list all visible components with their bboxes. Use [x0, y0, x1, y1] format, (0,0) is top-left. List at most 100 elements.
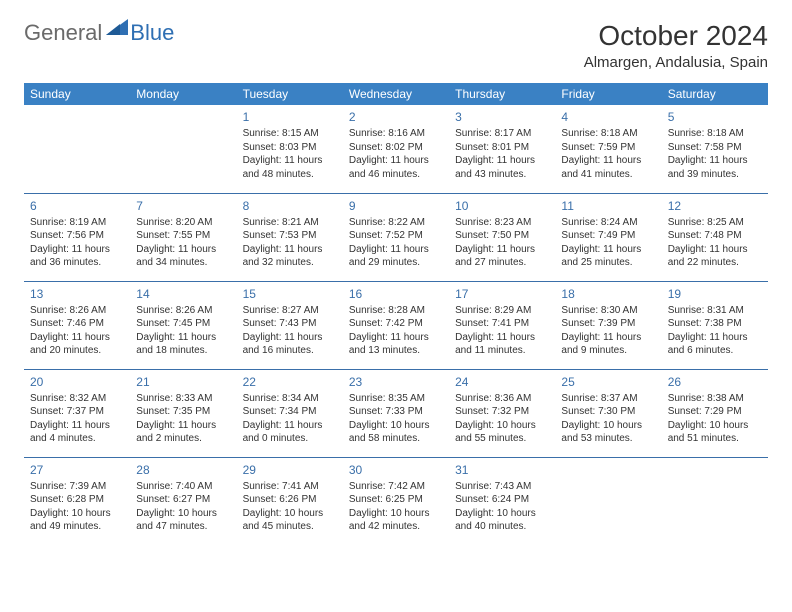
daylight-text: Daylight: 11 hours and 20 minutes. [30, 331, 124, 358]
sunset-text: Sunset: 7:42 PM [349, 317, 443, 331]
calendar-week-row: 6Sunrise: 8:19 AMSunset: 7:56 PMDaylight… [24, 193, 768, 281]
day-number: 19 [668, 286, 762, 302]
daylight-text: Daylight: 10 hours and 49 minutes. [30, 507, 124, 534]
calendar-week-row: 27Sunrise: 7:39 AMSunset: 6:28 PMDayligh… [24, 457, 768, 545]
day-number: 16 [349, 286, 443, 302]
sunrise-text: Sunrise: 8:38 AM [668, 392, 762, 406]
day-number: 24 [455, 374, 549, 390]
calendar-day-cell: 21 Sunrise: 8:33 AMSunset: 7:35 PMDayligh… [130, 369, 236, 457]
daylight-text: Daylight: 10 hours and 53 minutes. [561, 419, 655, 446]
day-number: 2 [349, 109, 443, 125]
sunset-text: Sunset: 7:48 PM [668, 229, 762, 243]
day-number: 25 [561, 374, 655, 390]
logo-text-general: General [24, 20, 102, 46]
sunrise-text: Sunrise: 8:26 AM [30, 304, 124, 318]
calendar-day-cell: 23Sunrise: 8:35 AMSunset: 7:33 PMDayligh… [343, 369, 449, 457]
sunset-text: Sunset: 7:55 PM [136, 229, 230, 243]
sunset-text: Sunset: 7:53 PM [243, 229, 337, 243]
calendar-day-cell: 16Sunrise: 8:28 AMSunset: 7:42 PMDayligh… [343, 281, 449, 369]
sunrise-text: Sunrise: 8:24 AM [561, 216, 655, 230]
daylight-text: Daylight: 10 hours and 47 minutes. [136, 507, 230, 534]
daylight-text: Daylight: 11 hours and 22 minutes. [668, 243, 762, 270]
day-number: 4 [561, 109, 655, 125]
daylight-text: Daylight: 11 hours and 46 minutes. [349, 154, 443, 181]
sunset-text: Sunset: 7:30 PM [561, 405, 655, 419]
day-number: 10 [455, 198, 549, 214]
daylight-text: Daylight: 11 hours and 16 minutes. [243, 331, 337, 358]
sunset-text: Sunset: 7:43 PM [243, 317, 337, 331]
calendar-day-cell: 1Sunrise: 8:15 AMSunset: 8:03 PMDaylight… [237, 105, 343, 193]
sunset-text: Sunset: 7:34 PM [243, 405, 337, 419]
sunset-text: Sunset: 6:25 PM [349, 493, 443, 507]
sunrise-text: Sunrise: 8:21 AM [243, 216, 337, 230]
sunset-text: Sunset: 7:46 PM [30, 317, 124, 331]
day-number: 11 [561, 198, 655, 214]
sunset-text: Sunset: 6:27 PM [136, 493, 230, 507]
sunrise-text: Sunrise: 8:20 AM [136, 216, 230, 230]
day-number: 20 [30, 374, 124, 390]
day-number: 23 [349, 374, 443, 390]
calendar-day-cell: 19 Sunrise: 8:31 AMSunset: 7:38 PMDayligh… [662, 281, 768, 369]
day-number: 1 [243, 109, 337, 125]
day-number: 15 [243, 286, 337, 302]
calendar-day-cell: 10Sunrise: 8:23 AMSunset: 7:50 PMDayligh… [449, 193, 555, 281]
calendar-week-row: 13Sunrise: 8:26 AMSunset: 7:46 PMDayligh… [24, 281, 768, 369]
day-number: 29 [243, 462, 337, 478]
sunset-text: Sunset: 7:38 PM [668, 317, 762, 331]
day-number: 26 [668, 374, 762, 390]
sunrise-text: Sunrise: 8:15 AM [243, 127, 337, 141]
day-header: Friday [555, 83, 661, 105]
sunrise-text: Sunrise: 8:35 AM [349, 392, 443, 406]
daylight-text: Daylight: 11 hours and 32 minutes. [243, 243, 337, 270]
sunset-text: Sunset: 7:37 PM [30, 405, 124, 419]
sunrise-text: Sunrise: 7:43 AM [455, 480, 549, 494]
day-number: 21 [136, 374, 230, 390]
logo-text-blue: Blue [130, 20, 174, 46]
sunset-text: Sunset: 7:58 PM [668, 141, 762, 155]
day-number: 30 [349, 462, 443, 478]
daylight-text: Daylight: 11 hours and 41 minutes. [561, 154, 655, 181]
sunrise-text: Sunrise: 8:31 AM [668, 304, 762, 318]
calendar-day-cell: 5Sunrise: 8:18 AMSunset: 7:58 PMDaylight… [662, 105, 768, 193]
calendar-day-cell: 13 Sunrise: 8:26 AMSunset: 7:46 PMDayligh… [24, 281, 130, 369]
calendar-day-cell: 20Sunrise: 8:32 AMSunset: 7:37 PMDayligh… [24, 369, 130, 457]
sunset-text: Sunset: 7:59 PM [561, 141, 655, 155]
day-number: 6 [30, 198, 124, 214]
calendar-day-cell: 11Sunrise: 8:24 AMSunset: 7:49 PMDayligh… [555, 193, 661, 281]
sunset-text: Sunset: 8:01 PM [455, 141, 549, 155]
calendar-day-cell: 17Sunrise: 8:29 AMSunset: 7:41 PMDayligh… [449, 281, 555, 369]
day-header: Monday [130, 83, 236, 105]
day-number: 13 [30, 286, 124, 302]
page-header: General Blue October 2024 Almargen, Anda… [24, 20, 768, 71]
day-number: 3 [455, 109, 549, 125]
day-header: Thursday [449, 83, 555, 105]
sunset-text: Sunset: 7:32 PM [455, 405, 549, 419]
daylight-text: Daylight: 11 hours and 18 minutes. [136, 331, 230, 358]
calendar-empty-cell [24, 105, 130, 193]
sunrise-text: Sunrise: 8:36 AM [455, 392, 549, 406]
day-number: 5 [668, 109, 762, 125]
daylight-text: Daylight: 11 hours and 2 minutes. [136, 419, 230, 446]
daylight-text: Daylight: 10 hours and 40 minutes. [455, 507, 549, 534]
sunrise-text: Sunrise: 8:22 AM [349, 216, 443, 230]
day-number: 14 [136, 286, 230, 302]
day-header: Wednesday [343, 83, 449, 105]
day-number: 8 [243, 198, 337, 214]
calendar-header-row: SundayMondayTuesdayWednesdayThursdayFrid… [24, 83, 768, 105]
day-header: Saturday [662, 83, 768, 105]
calendar-day-cell: 7Sunrise: 8:20 AMSunset: 7:55 PMDaylight… [130, 193, 236, 281]
daylight-text: Daylight: 11 hours and 6 minutes. [668, 331, 762, 358]
sunset-text: Sunset: 7:50 PM [455, 229, 549, 243]
sunset-text: Sunset: 7:35 PM [136, 405, 230, 419]
calendar-day-cell: 25Sunrise: 8:37 AMSunset: 7:30 PMDayligh… [555, 369, 661, 457]
day-number: 31 [455, 462, 549, 478]
sunrise-text: Sunrise: 8:33 AM [136, 392, 230, 406]
daylight-text: Daylight: 11 hours and 25 minutes. [561, 243, 655, 270]
calendar-week-row: 20Sunrise: 8:32 AMSunset: 7:37 PMDayligh… [24, 369, 768, 457]
logo: General Blue [24, 20, 174, 46]
calendar-day-cell: 26Sunrise: 8:38 AMSunset: 7:29 PMDayligh… [662, 369, 768, 457]
sunset-text: Sunset: 7:29 PM [668, 405, 762, 419]
sunset-text: Sunset: 7:39 PM [561, 317, 655, 331]
sunset-text: Sunset: 8:02 PM [349, 141, 443, 155]
day-number: 12 [668, 198, 762, 214]
